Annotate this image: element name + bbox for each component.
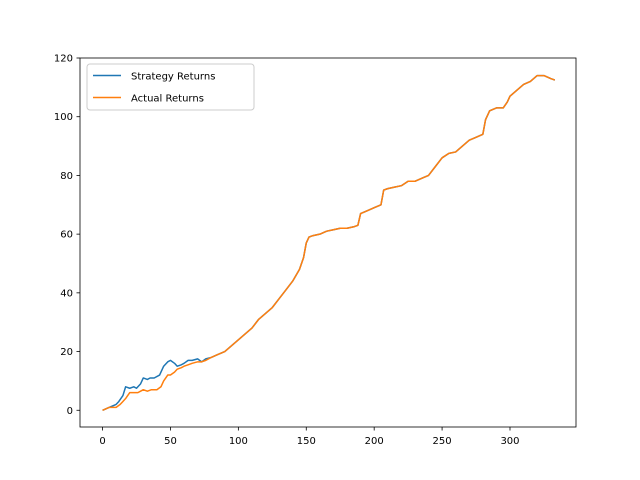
- y-axis: 0 20 40 60 80 100 120: [54, 54, 80, 417]
- x-axis: 0 50 100 150 200 250 300: [99, 427, 520, 447]
- x-tick-label: 0: [99, 436, 105, 447]
- x-tick-label: 100: [229, 436, 248, 447]
- y-tick-label: 100: [54, 112, 73, 123]
- series-line-actual-returns: [102, 74, 556, 411]
- y-tick-label: 60: [60, 230, 73, 241]
- x-tick-label: 250: [433, 436, 452, 447]
- y-tick-label: 120: [54, 54, 73, 65]
- legend: Strategy Returns Actual Returns: [86, 63, 255, 111]
- legend-label-actual-returns: Actual Returns: [131, 94, 204, 105]
- x-tick-label: 150: [297, 436, 316, 447]
- legend-label-strategy-returns: Strategy Returns: [131, 72, 215, 83]
- x-tick-label: 300: [500, 436, 519, 447]
- x-tick-label: 50: [164, 436, 177, 447]
- y-tick-label: 80: [60, 171, 73, 182]
- y-tick-label: 0: [67, 406, 73, 417]
- legend-box: [86, 63, 255, 111]
- axes-frame: [79, 57, 577, 428]
- y-tick-label: 40: [60, 288, 73, 299]
- x-tick-label: 200: [365, 436, 384, 447]
- y-tick-label: 20: [60, 347, 73, 358]
- series-layer: [102, 74, 556, 411]
